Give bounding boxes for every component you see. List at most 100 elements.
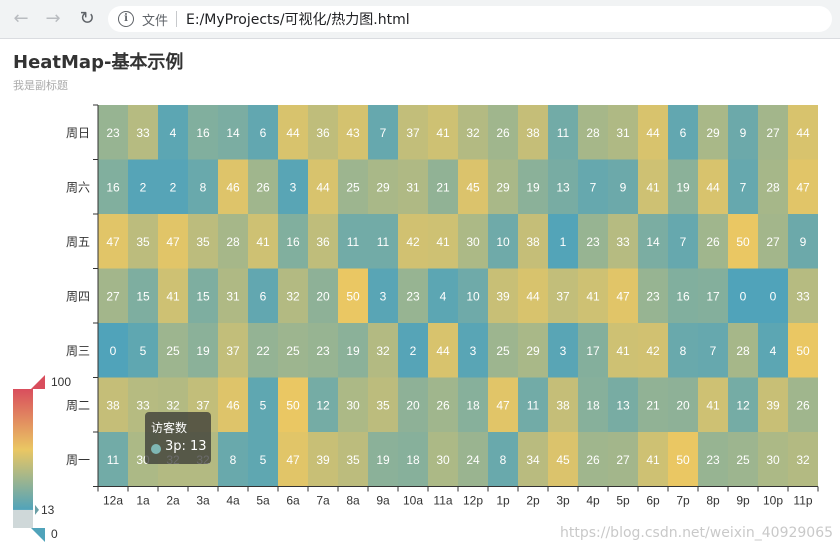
- heatmap-cell[interactable]: [98, 323, 128, 378]
- heatmap-cell[interactable]: [368, 323, 398, 378]
- heatmap-cell[interactable]: [278, 159, 308, 215]
- heatmap-cell[interactable]: [758, 377, 788, 433]
- heatmap-cell[interactable]: [428, 159, 458, 215]
- heatmap-cell[interactable]: [308, 377, 338, 433]
- heatmap-cell[interactable]: [458, 159, 488, 215]
- heatmap-cell[interactable]: [158, 159, 188, 215]
- heatmap-cell[interactable]: [248, 214, 278, 269]
- heatmap-cell[interactable]: [668, 432, 698, 487]
- heatmap-cell[interactable]: [578, 105, 608, 160]
- heatmap-cell[interactable]: [638, 268, 668, 324]
- heatmap-cell[interactable]: [428, 268, 458, 324]
- reload-icon[interactable]: ↻: [79, 8, 95, 29]
- heatmap-cell[interactable]: [398, 159, 428, 215]
- heatmap-cell[interactable]: [458, 214, 488, 269]
- heatmap-cell[interactable]: [248, 159, 278, 215]
- heatmap-cell[interactable]: [608, 323, 638, 378]
- heatmap-cell[interactable]: [728, 323, 758, 378]
- heatmap-cell[interactable]: [608, 105, 638, 160]
- heatmap-cell[interactable]: [458, 105, 488, 160]
- heatmap-cell[interactable]: [578, 432, 608, 487]
- heatmap-cell[interactable]: [638, 432, 668, 487]
- forward-icon[interactable]: →: [45, 8, 61, 29]
- heatmap-cell[interactable]: [548, 105, 578, 160]
- heatmap-cell[interactable]: [788, 432, 818, 487]
- heatmap-cell[interactable]: [518, 377, 548, 433]
- heatmap-cell[interactable]: [638, 214, 668, 269]
- heatmap-cell[interactable]: [398, 377, 428, 433]
- heatmap-cell[interactable]: [428, 377, 458, 433]
- heatmap-cell[interactable]: [728, 377, 758, 433]
- heatmap-cell[interactable]: [458, 268, 488, 324]
- heatmap-cell[interactable]: [218, 214, 248, 269]
- heatmap-cell[interactable]: [218, 268, 248, 324]
- heatmap-cell[interactable]: [608, 432, 638, 487]
- heatmap-cell[interactable]: [488, 105, 518, 160]
- heatmap-cell[interactable]: [188, 105, 218, 160]
- heatmap-cell[interactable]: [728, 159, 758, 215]
- heatmap-cell[interactable]: [308, 432, 338, 487]
- heatmap-cell[interactable]: [608, 159, 638, 215]
- heatmap-cell[interactable]: [488, 268, 518, 324]
- heatmap-cell[interactable]: [338, 268, 368, 324]
- heatmap-cell[interactable]: [518, 268, 548, 324]
- heatmap-cell[interactable]: [308, 214, 338, 269]
- heatmap-cell[interactable]: [338, 105, 368, 160]
- heatmap-cell[interactable]: [518, 214, 548, 269]
- heatmap-cell[interactable]: [218, 432, 248, 487]
- heatmap-cell[interactable]: [98, 214, 128, 269]
- heatmap-cell[interactable]: [98, 105, 128, 160]
- heatmap-cell[interactable]: [638, 105, 668, 160]
- heatmap-cell[interactable]: [668, 377, 698, 433]
- heatmap-cell[interactable]: [278, 377, 308, 433]
- heatmap-cell[interactable]: [548, 432, 578, 487]
- heatmap-cell[interactable]: [278, 214, 308, 269]
- heatmap-cell[interactable]: [368, 105, 398, 160]
- heatmap-cell[interactable]: [158, 214, 188, 269]
- heatmap-cell[interactable]: [728, 268, 758, 324]
- heatmap-cell[interactable]: [728, 214, 758, 269]
- heatmap-cell[interactable]: [788, 268, 818, 324]
- heatmap-cell[interactable]: [548, 214, 578, 269]
- heatmap-cell[interactable]: [488, 323, 518, 378]
- heatmap-cell[interactable]: [698, 268, 728, 324]
- heatmap-cell[interactable]: [338, 214, 368, 269]
- heatmap-cell[interactable]: [188, 159, 218, 215]
- heatmap-cell[interactable]: [758, 268, 788, 324]
- heatmap-cell[interactable]: [668, 268, 698, 324]
- heatmap-cell[interactable]: [728, 105, 758, 160]
- heatmap-cell[interactable]: [158, 268, 188, 324]
- heatmap-cell[interactable]: [248, 268, 278, 324]
- heatmap-cell[interactable]: [368, 377, 398, 433]
- heatmap-cell[interactable]: [218, 159, 248, 215]
- heatmap-cell[interactable]: [338, 159, 368, 215]
- heatmap-cell[interactable]: [668, 159, 698, 215]
- heatmap-cell[interactable]: [758, 105, 788, 160]
- heatmap-chart[interactable]: 1130323285473935191830248344526274150232…: [0, 95, 840, 552]
- visual-map-handle-top[interactable]: [31, 375, 45, 389]
- heatmap-cell[interactable]: [98, 377, 128, 433]
- heatmap-cell[interactable]: [338, 377, 368, 433]
- heatmap-cell[interactable]: [548, 159, 578, 215]
- heatmap-cell[interactable]: [518, 159, 548, 215]
- heatmap-cell[interactable]: [428, 214, 458, 269]
- heatmap-cell[interactable]: [338, 432, 368, 487]
- heatmap-cell[interactable]: [788, 214, 818, 269]
- heatmap-cell[interactable]: [698, 323, 728, 378]
- heatmap-cell[interactable]: [578, 323, 608, 378]
- heatmap-cell[interactable]: [218, 323, 248, 378]
- heatmap-cell[interactable]: [488, 377, 518, 433]
- heatmap-cell[interactable]: [578, 214, 608, 269]
- heatmap-cell[interactable]: [308, 105, 338, 160]
- heatmap-cell[interactable]: [278, 268, 308, 324]
- heatmap-cell[interactable]: [188, 214, 218, 269]
- heatmap-cell[interactable]: [368, 159, 398, 215]
- heatmap-cell[interactable]: [638, 377, 668, 433]
- heatmap-cell[interactable]: [368, 432, 398, 487]
- heatmap-cell[interactable]: [398, 432, 428, 487]
- heatmap-cell[interactable]: [548, 268, 578, 324]
- heatmap-cell[interactable]: [338, 323, 368, 378]
- heatmap-cell[interactable]: [518, 105, 548, 160]
- heatmap-cell[interactable]: [248, 105, 278, 160]
- heatmap-cell[interactable]: [488, 214, 518, 269]
